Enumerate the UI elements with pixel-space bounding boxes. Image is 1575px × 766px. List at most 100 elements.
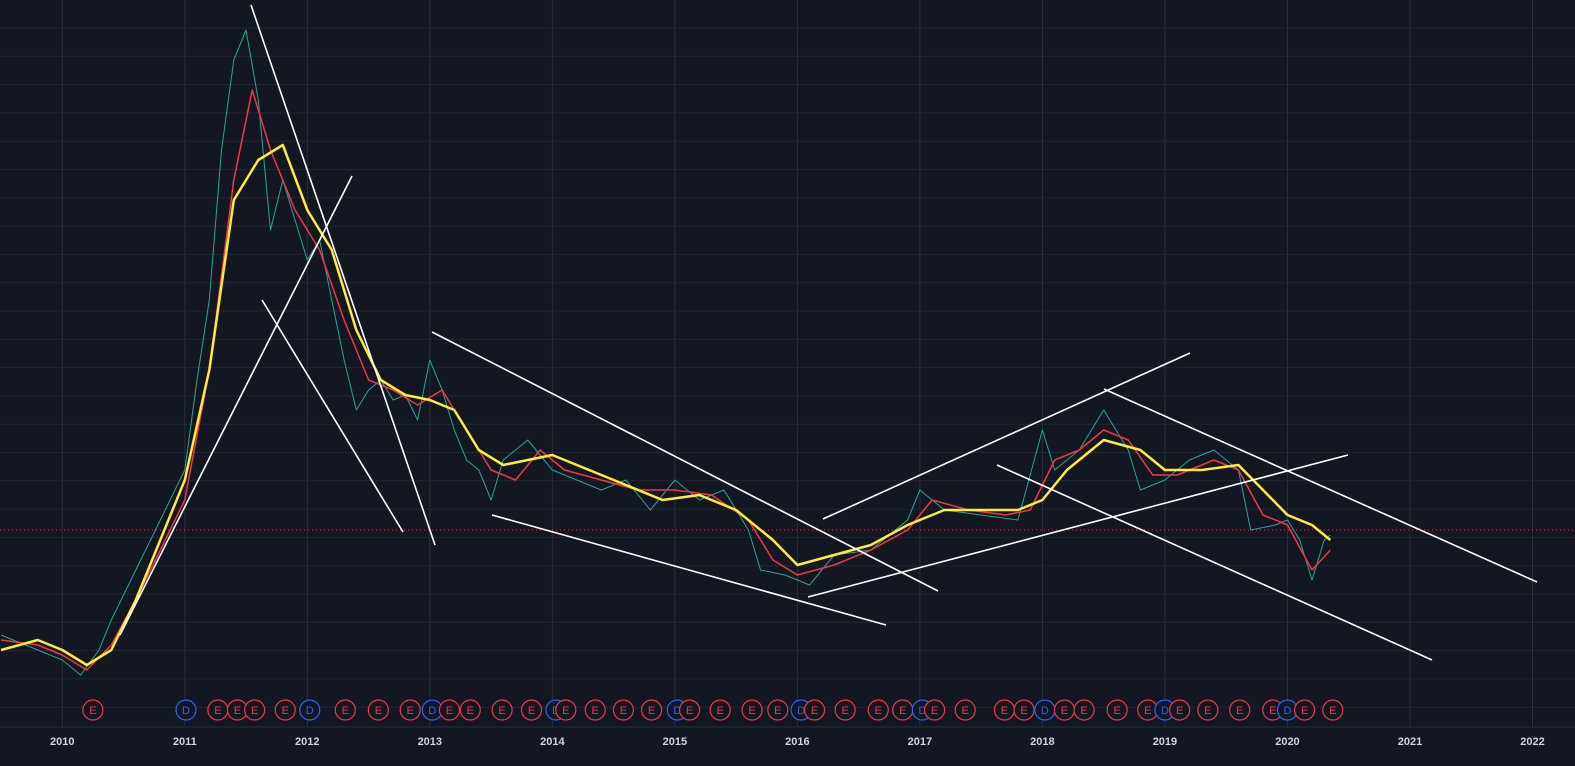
event-label: E [407,705,414,717]
event-marker[interactable] [584,699,606,721]
event-marker[interactable] [1229,699,1251,721]
event-marker[interactable] [1106,699,1128,721]
event-label: D [306,705,314,717]
event-label: D [428,705,436,717]
event-label: E [1144,705,1151,717]
trendline [807,454,1349,598]
event-label: D [797,705,805,717]
event-marker[interactable] [459,699,481,721]
event-label: E [89,705,96,717]
event-label: E [1301,705,1308,717]
trendline [491,514,887,626]
event-marker[interactable] [678,699,701,721]
grid [61,0,1533,727]
event-label: E [841,705,848,717]
event-label: E [1061,705,1068,717]
event-marker[interactable] [82,699,104,721]
event-marker[interactable] [244,699,266,721]
event-marker[interactable] [954,699,976,721]
event-marker[interactable] [640,699,663,721]
event-marker[interactable] [1073,699,1095,721]
event-marker[interactable] [438,699,461,721]
x-tick-label: 2014 [540,736,565,748]
event-marker[interactable] [612,699,635,721]
event-label: E [375,705,382,717]
event-marker[interactable] [834,699,856,721]
x-tick-label: 2011 [173,736,197,748]
event-marker[interactable] [334,699,356,721]
plot [0,29,1575,676]
event-label: E [1020,705,1027,717]
event-label: E [1269,705,1276,717]
event-marker[interactable] [299,699,321,721]
event-marker[interactable] [555,699,577,721]
event-label: E [1113,705,1120,717]
event-label: E [899,705,906,717]
event-marker[interactable] [367,699,389,721]
x-tick-label: 2022 [1520,736,1544,748]
x-tick-label: 2020 [1275,736,1299,748]
event-label: E [251,705,258,717]
x-tick-label: 2021 [1398,736,1422,748]
event-label: E [528,705,535,717]
event-label: E [234,705,241,717]
event-marker[interactable] [767,699,789,721]
x-tick-label: 2010 [50,736,74,748]
event-label: D [1283,705,1291,717]
trendline [822,352,1191,520]
event-marker[interactable] [923,699,946,721]
event-label: E [1329,705,1336,717]
event-marker[interactable] [399,699,421,721]
event-label: E [875,705,882,717]
event-label: D [673,705,681,717]
event-marker[interactable] [520,699,543,721]
event-label: E [1080,705,1087,717]
trendline [431,331,939,592]
event-label: E [811,705,818,717]
x-tick-label: 2015 [663,736,687,748]
event-label: D [918,705,926,717]
trendline [119,175,353,636]
event-label: E [931,705,938,717]
event-label: E [774,705,781,717]
events: EDEEEEDEEEDEEEEDEEEEDEEEEDEEEEDEEEEDEEEE… [82,699,1344,721]
event-label: E [214,705,221,717]
event-marker[interactable] [741,699,763,721]
event-marker[interactable] [175,699,197,721]
event-label: E [282,705,289,717]
x-tick-label: 2019 [1153,736,1177,748]
event-label: D [1161,705,1169,717]
x-tick-label: 2016 [785,736,809,748]
event-label: E [562,705,569,717]
event-label: E [1001,705,1008,717]
event-label: E [592,705,599,717]
event-label: E [1236,705,1243,717]
event-label: D [1041,705,1049,717]
event-marker[interactable] [1169,699,1191,721]
event-marker[interactable] [491,699,513,721]
event-marker[interactable] [1322,699,1344,721]
trendline [996,464,1433,661]
trendlines [119,4,1538,661]
event-marker[interactable] [274,699,296,721]
event-marker[interactable] [1294,699,1316,721]
series-line [0,29,1331,676]
event-label: E [686,705,693,717]
series-line [0,143,1332,667]
x-tick-label: 2018 [1030,736,1054,748]
trendline [250,4,436,546]
trendline [1103,388,1538,583]
event-marker[interactable] [1197,699,1219,721]
trendline [261,299,404,533]
event-marker[interactable] [709,699,731,721]
event-label: E [467,705,474,717]
event-marker[interactable] [867,699,889,721]
event-marker[interactable] [1013,699,1035,721]
event-marker[interactable] [803,699,826,721]
event-label: E [1176,705,1183,717]
event-label: E [342,705,349,717]
event-label: D [182,705,190,717]
event-label: E [748,705,755,717]
